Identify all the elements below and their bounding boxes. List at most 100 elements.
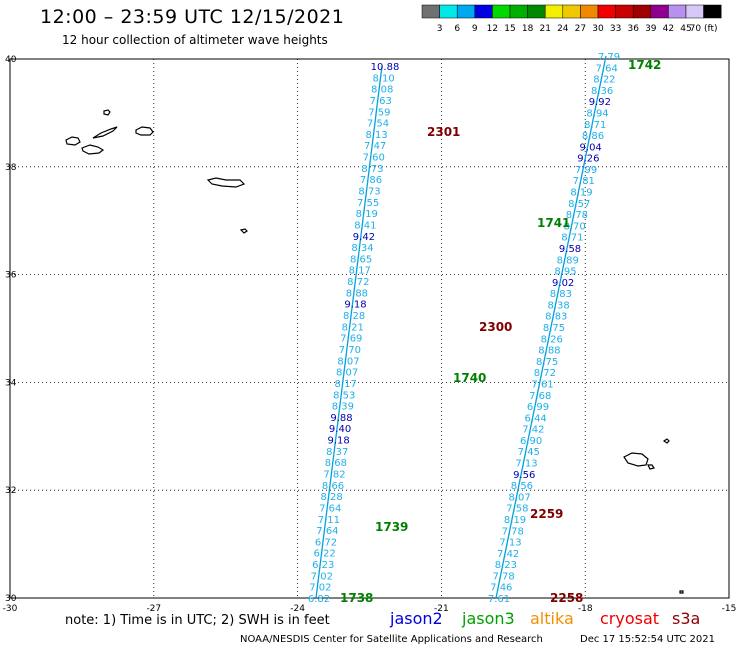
wave-height-label: 7.02	[309, 583, 331, 594]
wave-height-label: 8.53	[333, 390, 355, 401]
wave-height-label: 8.78	[566, 210, 588, 221]
wave-height-label: 7.11	[318, 515, 340, 526]
wave-height-label: 8.71	[584, 120, 606, 131]
wave-height-label: 7.99	[575, 165, 597, 176]
wave-height-label: 8.37	[326, 447, 348, 458]
island-coastline	[206, 177, 246, 188]
pass-time-label: 1741	[537, 216, 570, 230]
island-coastline	[135, 126, 154, 136]
wave-height-label: 8.72	[347, 277, 369, 288]
wave-height-label: 7.46	[490, 583, 512, 594]
wave-height-label: 8.83	[545, 312, 567, 323]
wave-height-label: 7.61	[531, 379, 553, 390]
wave-height-label: 8.28	[321, 492, 343, 503]
wave-height-label: 8.10	[372, 73, 394, 84]
wave-height-label: 7.60	[363, 153, 385, 164]
island-coastline	[65, 136, 81, 146]
generated-timestamp: Dec 17 15:52:54 UTC 2021	[580, 634, 715, 645]
page-title: 12:00 – 23:59 UTC 12/15/2021	[40, 6, 345, 28]
wave-height-label: 7.86	[360, 175, 382, 186]
pass-time-label: 2301	[427, 125, 460, 139]
island-coastline	[92, 126, 118, 139]
colorbar-label: 30	[592, 24, 604, 34]
wave-height-label: 7.47	[364, 141, 386, 152]
wave-height-label: 8.07	[337, 356, 359, 367]
wave-height-label: 7.58	[506, 504, 528, 515]
wave-height-label: 7.81	[573, 176, 595, 187]
wave-height-label: 7.54	[367, 119, 389, 130]
wave-height-label: 9.88	[330, 413, 352, 424]
wave-height-label: 10.88	[371, 62, 400, 73]
wave-height-label: 8.17	[349, 266, 371, 277]
colorbar-label: 9	[472, 24, 478, 34]
legend-s3a: s3a	[672, 609, 701, 628]
wave-height-label: 8.23	[495, 560, 517, 571]
wave-height-label: 8.07	[336, 368, 358, 379]
wave-height-label: 8.56	[511, 481, 533, 492]
wave-height-label: 7.61	[488, 594, 510, 605]
page-subtitle: 12 hour collection of altimeter wave hei…	[62, 33, 328, 47]
wave-height-label: 7.55	[357, 198, 379, 209]
wave-height-label: 7.64	[596, 63, 618, 74]
wave-height-label: 8.68	[325, 458, 347, 469]
lat-tick-label: 40	[5, 55, 17, 65]
wave-height-label: 6.44	[525, 413, 547, 424]
altimeter-map: -30 -27 -24 -21 -18 -1540383634323010.888.108…	[3, 52, 737, 614]
wave-height-label: 6.90	[520, 436, 542, 447]
wave-height-label: 7.70	[339, 345, 361, 356]
wave-height-label: 7.02	[311, 571, 333, 582]
pass-time-label: 2300	[479, 320, 512, 334]
wave-height-label: 8.88	[346, 288, 368, 299]
island-coastline	[103, 109, 111, 116]
pass-time-label: 2258	[550, 591, 583, 605]
wave-height-label: 8.41	[354, 220, 376, 231]
wave-height-label: 8.38	[547, 300, 569, 311]
colorbar-label: 36	[627, 24, 639, 34]
colorbar-label: 12	[487, 24, 498, 34]
wave-height-label: 7.59	[368, 107, 390, 118]
footnote: note: 1) Time is in UTC; 2) SWH is in fe…	[65, 613, 330, 628]
wave-height-label: 8.57	[568, 199, 590, 210]
wave-height-label: 7.63	[370, 96, 392, 107]
colorbar-label: 18	[522, 24, 534, 34]
legend-jason3: jason3	[462, 609, 515, 628]
colorbar-label: 39	[645, 24, 657, 34]
island-coastline	[679, 590, 684, 594]
lat-tick-label: 30	[5, 594, 17, 604]
wave-height-label: 7.78	[492, 571, 514, 582]
wave-height-label: 8.13	[365, 130, 387, 141]
legend-altika: altika	[530, 609, 574, 628]
pass-time-label: 1742	[628, 58, 661, 72]
colorbar-label: 15	[504, 24, 515, 34]
wave-height-label: 8.19	[570, 188, 592, 199]
pass-time-label: 1738	[340, 591, 373, 605]
altimeter-track-line	[495, 55, 607, 599]
colorbar-label: 24	[557, 24, 569, 34]
wave-height-label: 8.28	[343, 311, 365, 322]
wave-height-label: 8.75	[543, 323, 565, 334]
wave-height-label: 8.72	[534, 368, 556, 379]
colorbar-label: 70 (ft)	[690, 24, 718, 34]
colorbar-label: 3	[437, 24, 443, 34]
wave-height-label: 8.34	[351, 243, 373, 254]
wave-height-label: 8.88	[538, 346, 560, 357]
island-coastline	[239, 228, 248, 234]
lat-tick-label: 32	[5, 486, 16, 496]
wave-height-label: 9.18	[328, 436, 350, 447]
wave-height-label: 8.26	[541, 334, 563, 345]
lat-tick-label: 34	[5, 378, 17, 388]
wave-height-label: 8.95	[554, 267, 576, 278]
lon-tick-label: -24	[290, 604, 305, 614]
island-coastline	[81, 144, 105, 155]
altimeter-track-line	[315, 65, 383, 599]
wave-height-label: 9.40	[329, 424, 351, 435]
colorbar-label: 6	[454, 24, 460, 34]
wave-height-label: 8.21	[342, 322, 364, 333]
wave-height-label: 6.23	[312, 560, 334, 571]
wave-height-label: 8.70	[563, 221, 585, 232]
island-coastline	[647, 464, 655, 470]
wave-height-label: 8.07	[508, 492, 530, 503]
colorbar-label: 45	[680, 24, 691, 34]
island-coastline	[662, 438, 670, 444]
